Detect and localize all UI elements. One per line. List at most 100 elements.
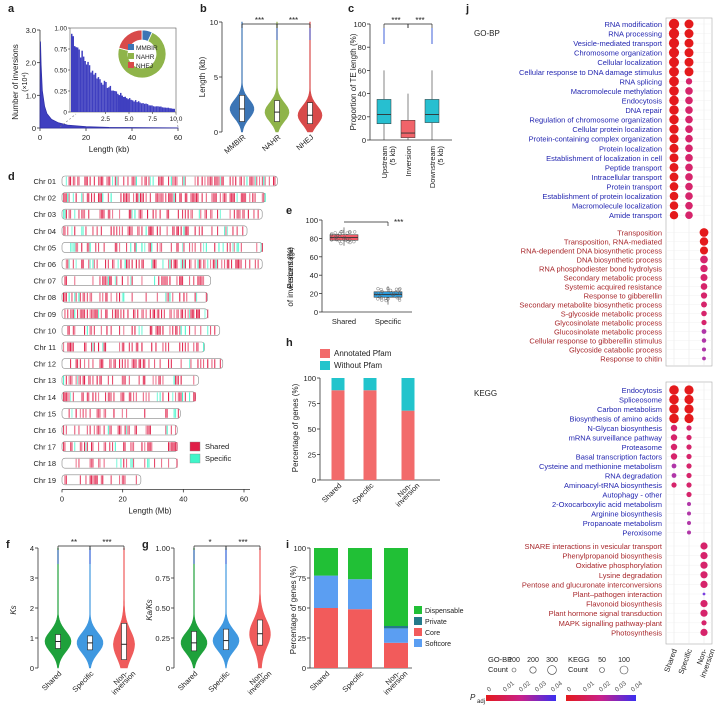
panel-j-dot [700,609,708,617]
inversion-stripe [95,392,97,402]
inversion-stripe [144,176,146,186]
panel-j-dot [687,530,691,535]
inversion-stripe [114,442,116,451]
inversion-stripe [200,276,202,285]
inset-x-tick-label: 7.5 [148,116,157,123]
inversion-stripe [212,193,214,202]
inversion-stripe [218,176,220,186]
inversion-stripe [99,176,101,186]
chromosome-label: Chr 09 [33,310,56,319]
inversion-stripe [159,176,161,186]
panel-letter-c: c [348,3,354,15]
inversion-stripe [179,292,181,302]
inset-bar [163,107,165,112]
inversion-stripe [121,359,123,368]
inversion-stripe [148,176,150,186]
panel-e-sig: *** [394,218,403,227]
inset-bar [112,90,115,112]
inversion-stripe [144,359,146,368]
panel-i-y-tick-label: 0 [302,664,306,673]
inversion-stripe [233,209,235,219]
inversion-stripe [75,458,77,468]
inversion-stripe [172,292,174,302]
inversion-stripe [225,193,227,202]
panel-e-point [397,296,401,300]
inversion-stripe [257,209,259,219]
inversion-stripe [124,425,126,435]
panel-j-dot [699,228,709,237]
inversion-stripe [68,193,70,202]
inversion-stripe [99,425,101,435]
inversion-stripe [147,442,149,451]
panel-c-1-box [400,120,416,138]
inversion-stripe [124,375,126,385]
inversion-stripe [154,458,156,468]
inset-bar [106,87,109,112]
inversion-stripe [88,359,90,368]
panel-g-group-label: Specific [206,669,231,694]
inversion-stripe [65,259,67,269]
panel-c-2-box [424,99,440,123]
panel-h-bar-segment [363,378,377,391]
chromosome-bar [61,208,263,220]
inversion-stripe [176,326,178,335]
inversion-stripe [134,326,136,335]
inversion-stripe [236,243,238,252]
inversion-stripe [71,309,73,319]
inversion-stripe [200,243,202,252]
inversion-stripe [91,475,93,485]
inversion-stripe [110,475,112,485]
inversion-stripe [218,243,220,252]
inversion-stripe [158,326,160,335]
panel-i-bar-segment [348,609,372,668]
inversion-stripe [96,309,98,319]
inversion-stripe [79,442,81,451]
panel-j-dot [686,472,692,479]
inset-bar [85,64,88,112]
inversion-stripe [77,176,79,186]
panel-j-dot [669,57,679,68]
inversion-stripe [82,226,84,236]
inversion-stripe [219,359,221,368]
inversion-stripe [156,309,158,319]
panel-j-dot [685,87,693,95]
panel-h-y-tick-label: 0 [312,476,316,485]
inversion-stripe [170,176,172,186]
panel-j-dot [700,283,708,290]
panel-f-sig: *** [102,538,111,547]
panel-j-dot [686,463,692,469]
panel-j-legend-size-dot [547,665,557,675]
inversion-stripe [168,209,170,219]
inset-bar [152,106,155,112]
inversion-stripe [200,209,202,219]
inversion-stripe [134,209,136,219]
inversion-stripe [63,375,65,385]
inversion-stripe [114,309,116,319]
inversion-stripe [93,193,95,202]
inset-bar [164,107,167,112]
inversion-stripe [201,226,203,236]
inversion-stripe [131,442,133,451]
panel-i-ylabel: Percentage of genes (%) [289,565,298,654]
inversion-stripe [147,458,149,468]
inversion-stripe [224,193,226,202]
panel-i-legend-swatch [414,628,422,636]
panel-j-dot [687,502,691,506]
inversion-stripe [98,442,100,451]
inversion-stripe [243,176,245,186]
inversion-stripe [123,475,125,485]
inversion-stripe [116,292,118,302]
inversion-stripe [126,425,128,435]
inset-bar [120,92,122,112]
inversion-stripe [121,392,123,402]
panel-i-bar-segment [314,548,338,576]
inversion-stripe [219,209,221,219]
inversion-stripe [68,409,70,418]
inversion-stripe [98,193,100,202]
inversion-stripe [189,276,191,285]
panel-e-point [333,236,338,240]
inversion-stripe [168,342,170,352]
inversion-stripe [128,193,130,202]
inversion-stripe [100,326,102,335]
inversion-stripe [204,259,206,269]
